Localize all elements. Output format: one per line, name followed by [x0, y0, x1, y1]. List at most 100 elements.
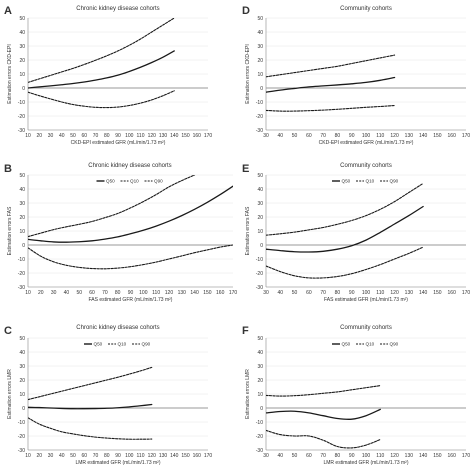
data-point-q10 — [220, 247, 221, 248]
data-point-q90 — [73, 68, 74, 69]
x-tick-label: 50 — [292, 133, 298, 139]
y-tick-label: 40 — [19, 350, 25, 356]
data-point-q10 — [380, 264, 381, 265]
x-tick-label: 40 — [278, 453, 284, 459]
data-point-q90 — [294, 72, 295, 73]
data-point-q10 — [151, 439, 152, 440]
data-point-q90 — [118, 51, 119, 52]
legend-label-q90: Q90 — [142, 342, 151, 347]
x-tick-label: 150 — [433, 453, 442, 459]
data-point-q50 — [143, 230, 144, 231]
series-group — [28, 366, 153, 440]
x-tick-label: 110 — [152, 290, 160, 296]
x-tick-label: 70 — [320, 133, 326, 139]
x-tick-label: 150 — [203, 290, 212, 296]
y-tick-label: -30 — [256, 448, 263, 454]
data-point-q10 — [53, 261, 54, 262]
data-point-q90 — [163, 25, 164, 26]
data-point-q50 — [92, 240, 93, 241]
y-tick-label: 30 — [257, 364, 263, 370]
data-point-q10 — [84, 106, 85, 107]
data-point-q10 — [50, 99, 51, 100]
data-point-q50 — [174, 51, 175, 52]
data-point-q10 — [181, 256, 182, 257]
data-point-q10 — [95, 107, 96, 108]
x-tick-label: 160 — [193, 453, 202, 459]
data-point-q50 — [366, 415, 367, 416]
data-point-q50 — [181, 215, 182, 216]
data-point-q10 — [61, 431, 62, 432]
panel-title: Chronic kidney disease cohorts — [76, 325, 159, 331]
series-line-q10 — [28, 417, 153, 440]
y-tick-label: 30 — [19, 201, 25, 207]
data-point-q10 — [308, 436, 309, 437]
y-tick-label: -30 — [18, 128, 25, 134]
x-tick-label: 170 — [229, 290, 238, 296]
legend-label-q50: Q50 — [106, 179, 115, 184]
y-tick-label: 40 — [257, 187, 263, 193]
x-tick-label: 10 — [25, 290, 31, 296]
series-line-q10 — [266, 429, 381, 449]
y-tick-label: 50 — [257, 173, 263, 179]
data-point-q90 — [95, 382, 96, 383]
data-point-q10 — [106, 107, 107, 108]
data-point-q10 — [394, 105, 395, 106]
data-point-q90 — [130, 208, 131, 209]
data-point-q50 — [380, 409, 381, 410]
data-point-q10 — [351, 273, 352, 274]
data-point-q10 — [118, 438, 119, 439]
data-point-q10 — [79, 267, 80, 268]
panel-letter: B — [4, 163, 12, 175]
data-point-q10 — [39, 95, 40, 96]
x-tick-label: 20 — [36, 453, 42, 459]
x-tick-label: 50 — [70, 133, 76, 139]
data-point-q10 — [294, 111, 295, 112]
data-point-q10 — [294, 436, 295, 437]
y-tick-label: 20 — [19, 58, 25, 64]
x-tick-label: 40 — [278, 133, 284, 139]
data-point-q10 — [117, 268, 118, 269]
data-point-q50 — [380, 80, 381, 81]
y-tick-label: -10 — [256, 420, 263, 426]
data-point-q90 — [308, 394, 309, 395]
data-point-q10 — [163, 95, 164, 96]
data-point-q50 — [366, 82, 367, 83]
data-point-q50 — [50, 86, 51, 87]
data-point-q10 — [366, 107, 367, 108]
data-point-q10 — [39, 424, 40, 425]
series-line-q50 — [28, 403, 153, 410]
data-point-q50 — [337, 418, 338, 419]
data-point-q50 — [394, 224, 395, 225]
data-point-q90 — [129, 45, 130, 46]
data-point-q10 — [104, 268, 105, 269]
y-tick-label: 40 — [257, 350, 263, 356]
panel-d: D Community cohorts -30 -20 -10 0 10 20 30 40 50 30… — [242, 5, 470, 146]
data-point-q90 — [39, 396, 40, 397]
y-tick-label: 30 — [257, 44, 263, 50]
x-tick-label: 120 — [390, 453, 399, 459]
x-tick-label: 130 — [405, 290, 414, 296]
data-point-q50 — [129, 406, 130, 407]
data-point-q10 — [207, 250, 208, 251]
x-tick-label: 140 — [170, 133, 179, 139]
data-point-q50 — [106, 78, 107, 79]
y-tick-label: 50 — [257, 336, 263, 342]
data-point-q10 — [140, 103, 141, 104]
x-tick-label: 80 — [104, 133, 110, 139]
y-tick-label: 0 — [22, 406, 25, 412]
data-point-q50 — [380, 232, 381, 233]
panel-title: Community cohorts — [340, 6, 392, 12]
series-line-q50 — [266, 76, 396, 93]
legend-label-q10: Q10 — [366, 179, 375, 184]
x-tick-label: 10 — [25, 133, 31, 139]
series-group — [266, 385, 381, 449]
x-tick-label: 150 — [181, 133, 190, 139]
x-tick-label: 70 — [102, 290, 108, 296]
y-tick-label: 30 — [257, 201, 263, 207]
data-point-q90 — [294, 232, 295, 233]
y-tick-label: 40 — [257, 30, 263, 36]
data-point-q90 — [140, 371, 141, 372]
y-tick-label: 20 — [257, 58, 263, 64]
x-tick-label: 90 — [115, 453, 121, 459]
